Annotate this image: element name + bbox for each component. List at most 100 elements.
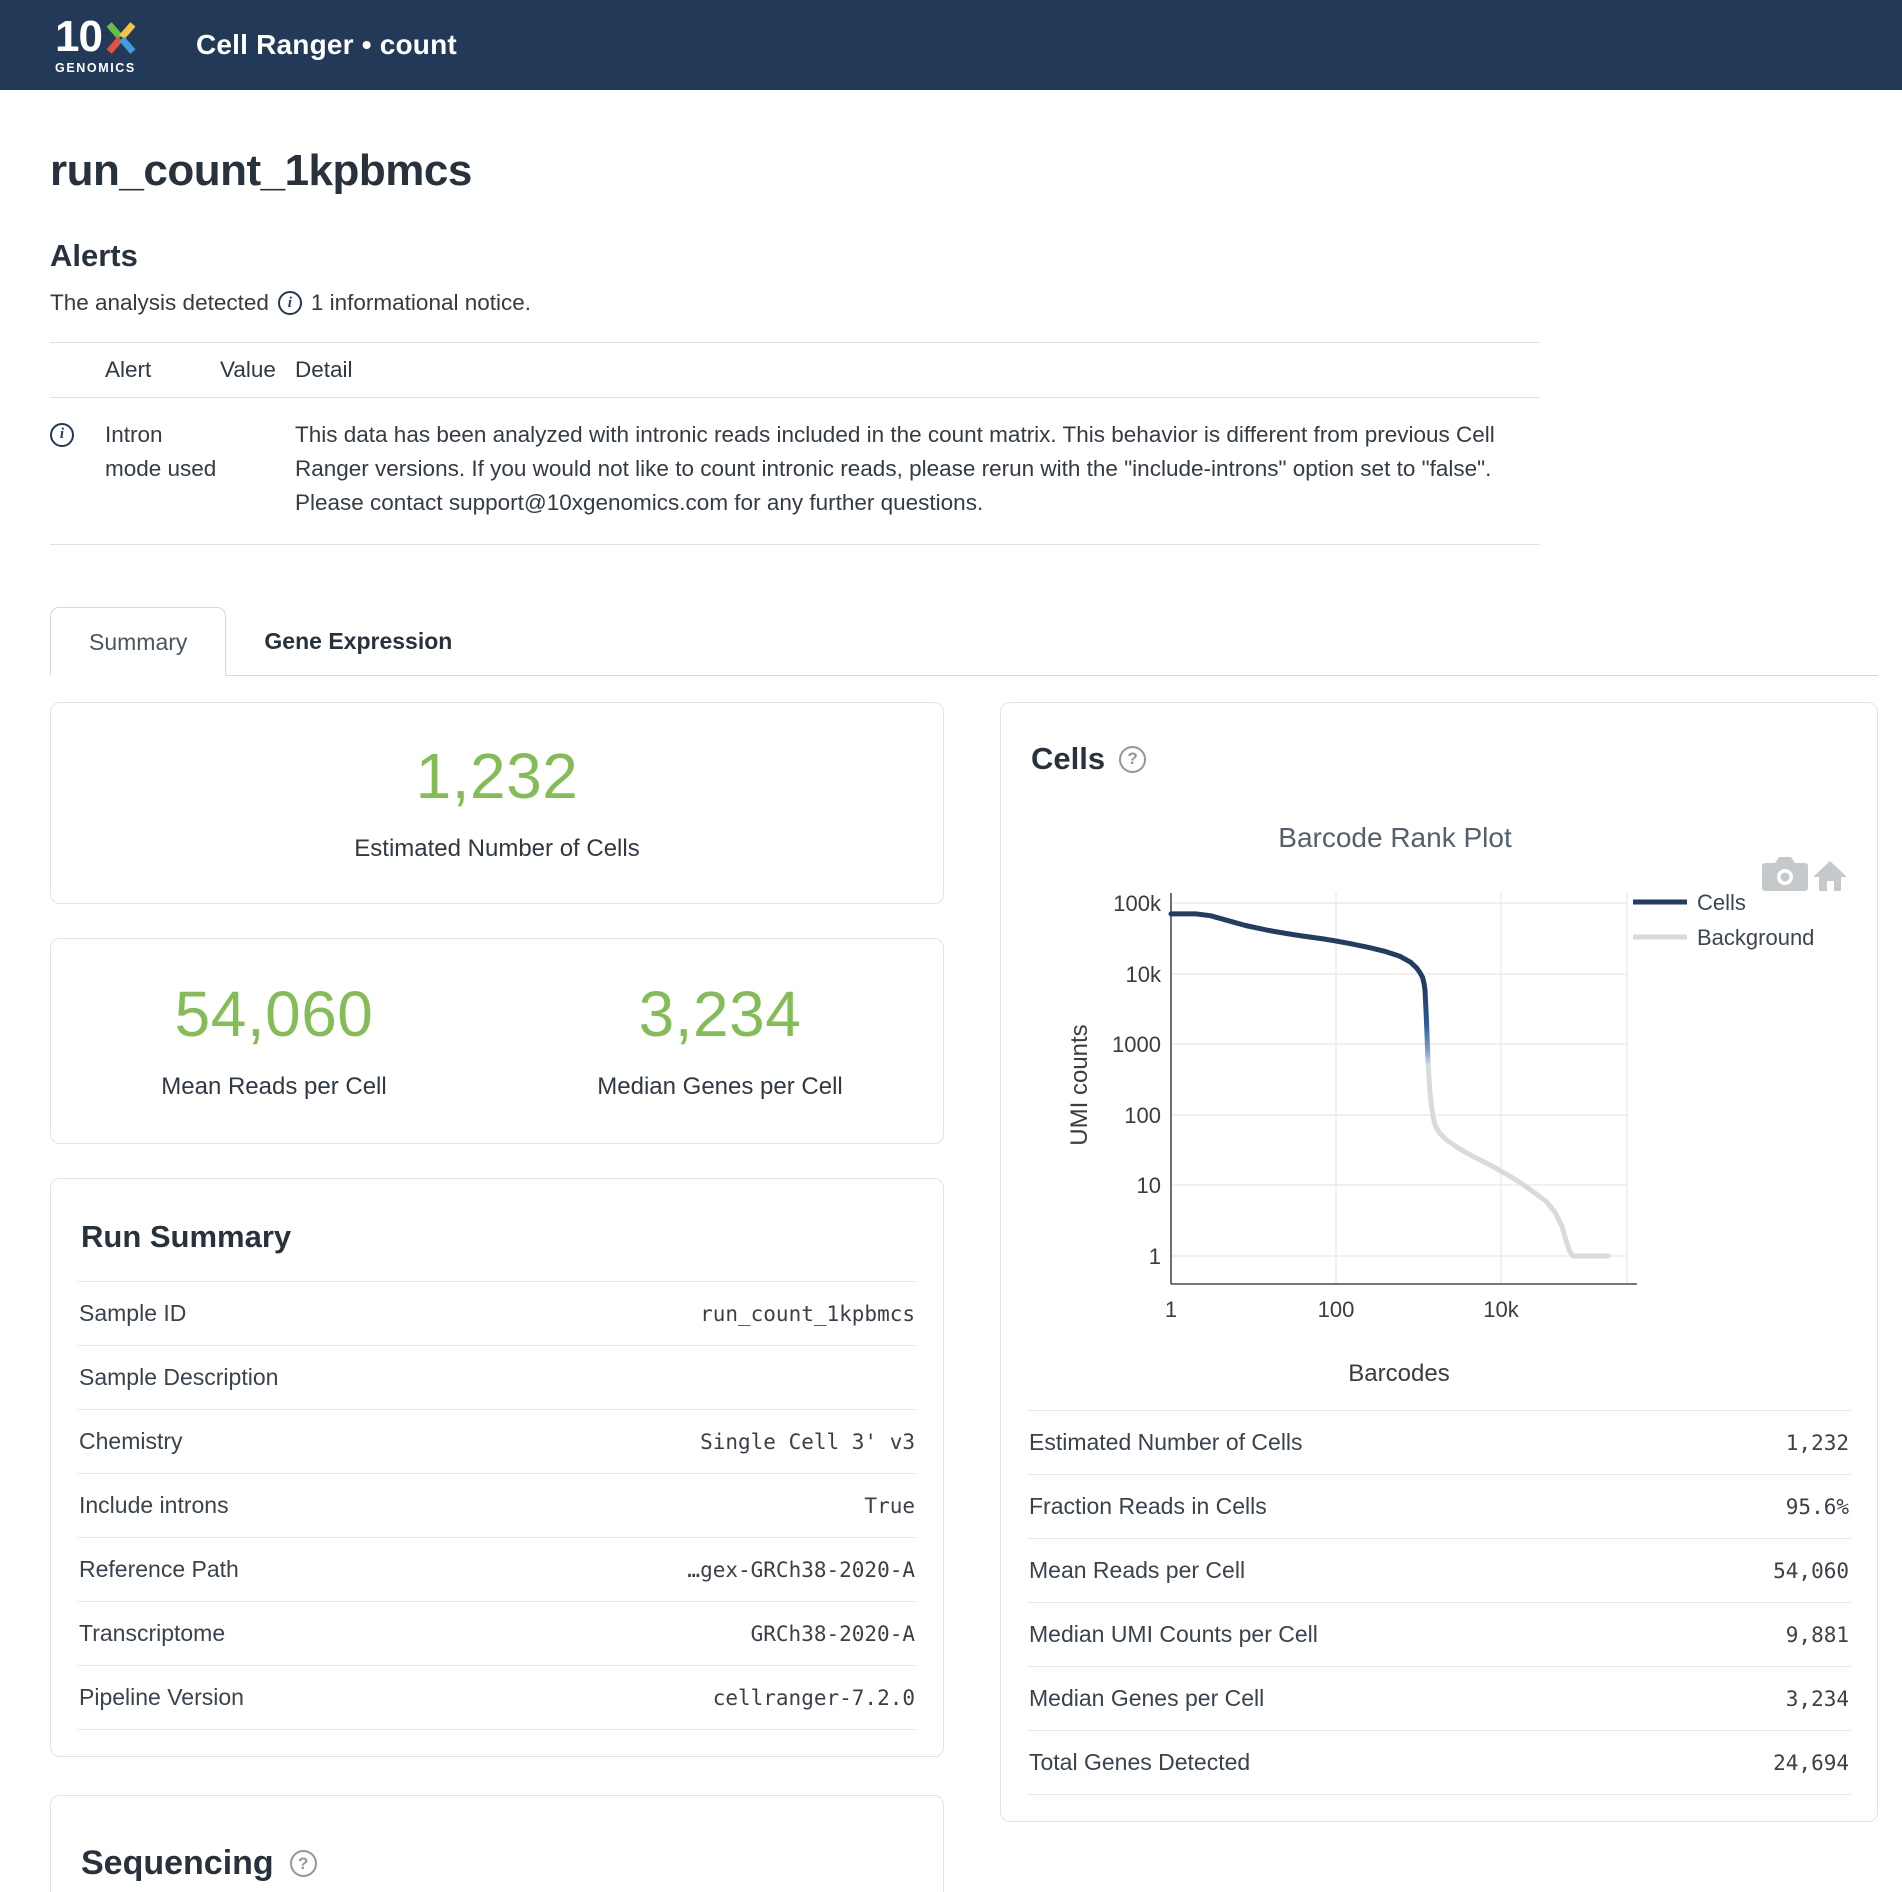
alerts-col-value: Value: [220, 342, 295, 398]
cells-metric-label: Estimated Number of Cells: [1027, 1410, 1675, 1475]
tab-summary[interactable]: Summary: [50, 607, 227, 676]
header-bar: 10 GENOMICS Cell Ranger • count: [0, 0, 1902, 90]
page-title: run_count_1kpbmcs: [50, 146, 472, 195]
median-genes-value: 3,234: [638, 978, 802, 1050]
run-summary-value: Single Cell 3' v3: [469, 1409, 917, 1474]
x-mark-icon: [106, 22, 136, 55]
alerts-notice: The analysis detected i 1 informational …: [50, 290, 1878, 316]
estimated-cells-value: 1,232: [415, 740, 579, 812]
camera-icon[interactable]: [1762, 857, 1808, 891]
x-axis-label: Barcodes: [1348, 1360, 1449, 1387]
brand-10-text: 10: [55, 12, 103, 62]
table-row: Pipeline Version cellranger-7.2.0: [77, 1665, 917, 1730]
run-summary-label: Include introns: [77, 1473, 470, 1538]
table-row: Transcriptome GRCh38-2020-A: [77, 1601, 917, 1666]
median-genes-metric: 3,234 Median Genes per Cell: [497, 977, 943, 1101]
tab-gene-expression[interactable]: Gene Expression: [264, 628, 453, 654]
y-tick: 100: [1124, 1103, 1161, 1128]
mean-reads-metric: 54,060 Mean Reads per Cell: [51, 977, 497, 1101]
help-icon[interactable]: ?: [1119, 745, 1147, 773]
alerts-notice-prefix: The analysis detected: [50, 290, 269, 315]
table-row: Chemistry Single Cell 3' v3: [77, 1409, 917, 1474]
run-summary-value: [469, 1345, 917, 1410]
run-summary-label: Reference Path: [77, 1537, 470, 1602]
estimated-cells-label: Estimated Number of Cells: [354, 835, 640, 862]
reads-genes-card: 54,060 Mean Reads per Cell 3,234 Median …: [50, 938, 944, 1144]
run-summary-value: cellranger-7.2.0: [469, 1665, 917, 1730]
cells-metric-label: Fraction Reads in Cells: [1027, 1474, 1675, 1539]
app-title: Cell Ranger • count: [195, 29, 457, 60]
legend-background[interactable]: Background: [1633, 925, 1814, 950]
cells-metric-value: 24,694: [1674, 1730, 1851, 1795]
y-tick: 10k: [1126, 962, 1162, 987]
alerts-col-alert: Alert: [105, 342, 220, 398]
legend-background-label: Background: [1697, 925, 1814, 950]
run-summary-table: Sample ID run_count_1kpbmcs Sample Descr…: [77, 1281, 917, 1730]
alert-value: [220, 397, 295, 545]
run-summary-value: run_count_1kpbmcs: [469, 1281, 917, 1346]
x-tick: 10k: [1483, 1297, 1519, 1322]
y-tick: 100k: [1113, 891, 1162, 916]
y-tick: 1: [1149, 1244, 1161, 1269]
table-row: Estimated Number of Cells 1,232: [1027, 1410, 1851, 1475]
x-tick: 100: [1318, 1297, 1355, 1322]
barcode-rank-plot: Barcode Rank Plot: [1066, 822, 1847, 1387]
brand-logo: 10 GENOMICS: [55, 15, 138, 75]
cells-trace: [1168, 911, 1428, 993]
table-row: Reference Path …gex-GRCh38-2020-A: [77, 1537, 917, 1602]
cells-metric-value: 3,234: [1674, 1666, 1851, 1731]
mean-reads-label: Mean Reads per Cell: [161, 1073, 387, 1100]
cells-metric-value: 9,881: [1674, 1602, 1851, 1667]
alerts-col-detail: Detail: [295, 342, 1540, 398]
cells-metric-label: Mean Reads per Cell: [1027, 1538, 1675, 1603]
sequencing-heading: Sequencing: [81, 1844, 274, 1882]
cells-metric-label: Median Genes per Cell: [1027, 1666, 1675, 1731]
run-summary-heading: Run Summary: [81, 1219, 292, 1254]
alerts-heading: Alerts: [50, 238, 138, 273]
table-row: Include introns True: [77, 1473, 917, 1538]
y-axis-label: UMI counts: [1066, 1024, 1093, 1145]
tab-bar: Summary Gene Expression: [50, 607, 1878, 676]
table-row: Sample ID run_count_1kpbmcs: [77, 1281, 917, 1346]
run-summary-value: …gex-GRCh38-2020-A: [469, 1537, 917, 1602]
alerts-table: Alert Value Detail i Intron mode used Th…: [50, 342, 1540, 545]
median-genes-label: Median Genes per Cell: [597, 1073, 843, 1100]
table-row: Mean Reads per Cell 54,060: [1027, 1538, 1851, 1603]
x-tick: 1: [1165, 1297, 1177, 1322]
transition-trace: [1422, 987, 1431, 1068]
run-summary-label: Pipeline Version: [77, 1665, 470, 1730]
table-row: Sample Description: [77, 1345, 917, 1410]
run-summary-label: Sample ID: [77, 1281, 470, 1346]
cells-heading: Cells: [1031, 741, 1106, 776]
run-summary-label: Sample Description: [77, 1345, 470, 1410]
cells-card: Cells ? Barcode Rank Plot: [1000, 702, 1878, 1822]
sequencing-card: Sequencing ?: [50, 1795, 944, 1892]
table-row: Median Genes per Cell 3,234: [1027, 1666, 1851, 1731]
alerts-notice-suffix: 1 informational notice.: [310, 290, 532, 315]
table-row: Fraction Reads in Cells 95.6%: [1027, 1474, 1851, 1539]
mean-reads-value: 54,060: [174, 978, 374, 1050]
estimated-cells-card: 1,232 Estimated Number of Cells: [50, 702, 944, 904]
run-summary-value: GRCh38-2020-A: [469, 1601, 917, 1666]
alerts-table-header-row: Alert Value Detail: [50, 342, 1540, 398]
info-icon: i: [277, 291, 302, 315]
cells-metric-value: 1,232: [1674, 1410, 1851, 1475]
plot-title: Barcode Rank Plot: [1278, 822, 1512, 853]
home-icon[interactable]: [1813, 861, 1847, 891]
cells-metric-label: Total Genes Detected: [1027, 1730, 1675, 1795]
table-row: Median UMI Counts per Cell 9,881: [1027, 1602, 1851, 1667]
alert-row: i Intron mode used This data has been an…: [50, 397, 1540, 545]
y-tick: 10: [1137, 1173, 1161, 1198]
run-summary-value: True: [469, 1473, 917, 1538]
legend-cells-label: Cells: [1697, 890, 1746, 915]
cells-metrics-table: Estimated Number of Cells 1,232 Fraction…: [1027, 1410, 1851, 1795]
run-summary-card: Run Summary Sample ID run_count_1kpbmcs …: [50, 1178, 944, 1757]
y-tick: 1000: [1112, 1032, 1161, 1057]
run-summary-label: Transcriptome: [77, 1601, 470, 1666]
alert-info-icon: i: [50, 422, 74, 447]
background-trace: [1425, 1063, 1611, 1259]
cells-metric-value: 54,060: [1674, 1538, 1851, 1603]
run-summary-label: Chemistry: [77, 1409, 470, 1474]
legend-cells[interactable]: Cells: [1633, 890, 1746, 915]
help-icon[interactable]: ?: [289, 1850, 317, 1877]
